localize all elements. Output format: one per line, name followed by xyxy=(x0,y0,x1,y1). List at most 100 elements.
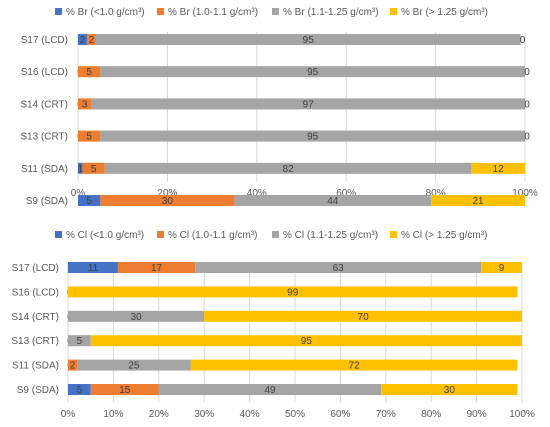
legend-label-1-0: % Cl (<1.0 g/cm³) xyxy=(66,230,144,241)
data-label-0-3-1: 5 xyxy=(86,132,92,143)
data-label-1-4-3: 72 xyxy=(348,361,360,372)
data-label-1-5-3: 30 xyxy=(444,385,456,396)
category-label-1-5: S9 (SDA) xyxy=(17,385,59,396)
bar-1-4-1 xyxy=(68,359,78,371)
category-label-0-3: S13 (CRT) xyxy=(20,132,68,143)
bar-0-1-2 xyxy=(100,66,525,78)
x-tick-label-0-3: 60% xyxy=(336,188,356,199)
bar-0-2-2 xyxy=(91,98,525,110)
legend-swatch-1-2 xyxy=(272,231,279,238)
category-label-1-1: S16 (LCD) xyxy=(12,287,59,298)
category-label-0-2: S14 (CRT) xyxy=(20,99,68,110)
bar-1-5-2 xyxy=(158,384,382,395)
x-tick-label-1-4: 40% xyxy=(240,409,260,420)
data-label-1-5-0: 5 xyxy=(77,385,83,396)
legend-swatch-1-3 xyxy=(390,231,397,238)
x-tick-label-0-2: 40% xyxy=(247,188,267,199)
data-label-0-4-3: 12 xyxy=(493,164,505,175)
x-tick-label-1-5: 50% xyxy=(285,409,305,420)
category-label-0-5: S9 (SDA) xyxy=(26,196,68,207)
data-label-0-2-1: 3 xyxy=(82,99,88,110)
data-label-0-3-2: 95 xyxy=(307,132,319,143)
legend-swatch-0-1 xyxy=(157,8,164,15)
bar-1-3-3 xyxy=(90,335,522,347)
legend-swatch-1-1 xyxy=(157,231,164,238)
bar-0-5-2 xyxy=(234,195,432,206)
data-label-0-0-3: 0 xyxy=(520,35,526,46)
data-label-0-1-1: 5 xyxy=(86,67,92,78)
data-label-1-0-1: 17 xyxy=(151,263,163,274)
bar-1-2-2 xyxy=(68,310,205,322)
bar-1-2-3 xyxy=(204,310,522,322)
data-label-1-0-2: 63 xyxy=(333,263,345,274)
chart-chlorine-density: % Cl (<1.0 g/cm³) % Cl (1.0-1.1 g/cm³) % C… xyxy=(11,230,535,420)
x-tick-label-1-10: 100% xyxy=(509,409,535,420)
bar-0-2-1 xyxy=(78,98,92,110)
data-label-1-0-3: 9 xyxy=(499,263,505,274)
bar-0-0-1 xyxy=(86,34,96,45)
legend-swatch-0-3 xyxy=(390,8,397,15)
legend-label-0-0: % Br (<1.0 g/cm³) xyxy=(66,7,145,18)
data-label-0-0-0: 2 xyxy=(80,35,86,46)
bar-0-4-2 xyxy=(104,162,472,174)
data-label-0-5-1: 30 xyxy=(162,196,174,207)
bar-1-0-0 xyxy=(68,262,118,273)
bar-0-4-3 xyxy=(471,162,525,174)
bar-0-5-1 xyxy=(100,195,235,206)
data-label-0-4-0: 1 xyxy=(77,164,83,175)
x-tick-label-1-8: 80% xyxy=(421,409,441,420)
x-tick-label-0-5: 100% xyxy=(512,188,538,199)
x-tick-label-1-2: 20% xyxy=(149,409,169,420)
bar-0-3-2 xyxy=(100,130,525,142)
x-tick-label-1-7: 70% xyxy=(376,409,396,420)
legend-swatch-0-2 xyxy=(272,8,279,15)
legend-label-0-1: % Br (1.0-1.1 g/cm³) xyxy=(168,7,258,18)
data-label-0-5-2: 44 xyxy=(327,196,339,207)
bar-1-5-3 xyxy=(381,384,518,395)
legend-label-0-3: % Br (> 1.25 g/cm³) xyxy=(401,7,488,18)
data-label-0-2-3: 0 xyxy=(524,99,530,110)
data-label-0-5-0: 5 xyxy=(86,196,92,207)
bar-0-5-0 xyxy=(78,195,101,206)
data-label-1-4-1: 2 xyxy=(70,361,76,372)
x-tick-label-1-6: 60% xyxy=(330,409,350,420)
data-label-0-1-3: 0 xyxy=(524,67,530,78)
bar-1-3-2 xyxy=(68,335,91,347)
data-label-0-5-3: 21 xyxy=(473,196,485,207)
category-label-0-0: S17 (LCD) xyxy=(21,35,68,46)
legend-label-0-2: % Br (1.1-1.25 g/cm³) xyxy=(283,7,379,18)
bar-0-4-0 xyxy=(78,162,83,174)
x-tick-label-0-4: 80% xyxy=(426,188,446,199)
bar-1-4-2 xyxy=(77,359,191,371)
bar-1-0-2 xyxy=(195,262,482,273)
data-label-0-2-2: 97 xyxy=(303,99,315,110)
data-label-1-2-3: 70 xyxy=(358,312,370,323)
data-label-1-2-2: 30 xyxy=(131,312,143,323)
bar-0-0-0 xyxy=(78,34,87,45)
data-label-1-1-3: 99 xyxy=(287,287,299,298)
bar-0-4-1 xyxy=(82,162,105,174)
bar-0-0-2 xyxy=(95,34,521,45)
x-tick-label-0-1: 20% xyxy=(157,188,177,199)
bar-1-0-3 xyxy=(481,262,522,273)
x-tick-label-1-9: 90% xyxy=(467,409,487,420)
legend-label-1-3: % Cl (> 1.25 g/cm³) xyxy=(401,230,487,241)
data-label-1-3-2: 5 xyxy=(77,336,83,347)
category-label-1-2: S14 (CRT) xyxy=(11,312,59,323)
x-tick-label-1-3: 30% xyxy=(194,409,214,420)
data-label-0-3-3: 0 xyxy=(524,132,530,143)
x-tick-label-1-1: 10% xyxy=(103,409,123,420)
bar-1-4-3 xyxy=(190,359,518,371)
data-label-0-4-1: 5 xyxy=(91,164,97,175)
x-tick-label-1-0: 0% xyxy=(61,409,76,420)
data-label-0-4-2: 82 xyxy=(283,164,295,175)
data-label-0-1-2: 95 xyxy=(307,67,319,78)
category-label-1-0: S17 (LCD) xyxy=(12,263,59,274)
category-label-1-3: S13 (CRT) xyxy=(11,336,59,347)
bar-1-1-3 xyxy=(68,286,518,298)
legend-swatch-0-0 xyxy=(55,8,62,15)
bar-0-5-3 xyxy=(431,195,525,206)
bar-1-0-1 xyxy=(117,262,196,273)
category-label-0-4: S11 (SDA) xyxy=(21,164,68,175)
